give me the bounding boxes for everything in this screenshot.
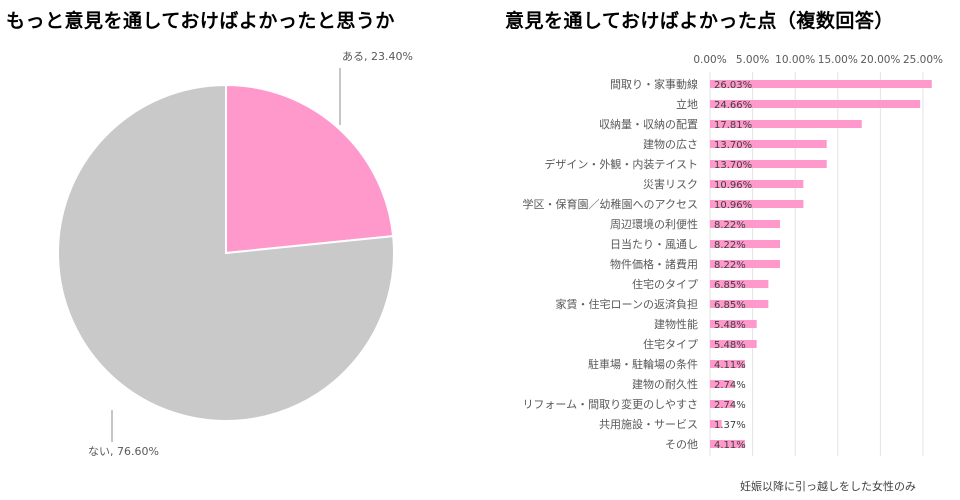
- category-label-8: 日当たり・風通し: [610, 237, 698, 251]
- category-label-4: デザイン・外観・内装テイスト: [544, 157, 698, 171]
- pie-label-1: ない, 76.60%: [88, 445, 159, 458]
- value-label-5: 10.96%: [714, 180, 752, 191]
- bar-14: [710, 360, 746, 368]
- value-label-11: 6.85%: [714, 300, 746, 311]
- pie-label-0: ある, 23.40%: [342, 50, 413, 63]
- value-label-7: 8.22%: [714, 220, 746, 231]
- category-label-12: 建物性能: [654, 317, 698, 331]
- x-tick-label-5: 25.00%: [903, 54, 943, 66]
- bar-10: [710, 280, 769, 288]
- category-label-6: 学区・保育園／幼稚園へのアクセス: [523, 197, 698, 211]
- bar-12: [710, 320, 757, 328]
- footnote: 妊娠以降に引っ越しをした女性のみ: [740, 480, 916, 493]
- bar-11: [710, 300, 769, 308]
- value-label-9: 8.22%: [714, 260, 746, 271]
- category-label-5: 災害リスク: [643, 177, 698, 191]
- category-label-9: 物件価格・諸費用: [610, 257, 698, 271]
- value-label-12: 5.48%: [714, 320, 746, 331]
- value-label-18: 4.11%: [714, 440, 746, 451]
- value-label-16: 2.74%: [714, 400, 746, 411]
- bar-4: [710, 160, 827, 168]
- bar-2: [710, 120, 862, 128]
- pie-chart: ある, 23.40% ない, 76.60%: [57, 50, 413, 458]
- category-label-10: 住宅のタイプ: [632, 277, 698, 291]
- x-tick-label-3: 15.00%: [818, 54, 858, 66]
- value-label-0: 26.03%: [714, 80, 752, 91]
- bar-chart-title: 意見を通しておけばよかった点（複数回答）: [505, 10, 894, 32]
- bar-5: [710, 180, 804, 188]
- value-label-10: 6.85%: [714, 280, 746, 291]
- value-label-6: 10.96%: [714, 200, 752, 211]
- bar-3: [710, 140, 827, 148]
- x-tick-label-4: 20.00%: [860, 54, 900, 66]
- category-label-15: 建物の耐久性: [632, 377, 698, 391]
- x-tick-label-0: 0.00%: [693, 54, 726, 66]
- value-label-1: 24.66%: [714, 100, 752, 111]
- bar-16: [710, 400, 734, 408]
- value-label-3: 13.70%: [714, 140, 752, 151]
- bar-13: [710, 340, 757, 348]
- bar-0: [710, 80, 932, 88]
- pie-slice-1: [57, 83, 395, 422]
- bar-7: [710, 220, 781, 228]
- category-label-0: 間取り・家事動線: [610, 77, 698, 91]
- category-label-11: 家賃・住宅ローンの返済負担: [556, 297, 698, 311]
- value-label-4: 13.70%: [714, 160, 752, 171]
- category-label-14: 駐車場・駐輪場の条件: [588, 357, 698, 371]
- bar-1: [710, 100, 921, 108]
- category-label-2: 収納量・収納の配置: [599, 118, 698, 131]
- category-label-1: 立地: [676, 97, 698, 111]
- value-label-13: 5.48%: [714, 340, 746, 351]
- category-label-13: 住宅タイプ: [643, 337, 698, 351]
- bar-17: [710, 420, 722, 428]
- category-label-7: 周辺環境の利便性: [610, 217, 698, 231]
- value-label-8: 8.22%: [714, 240, 746, 251]
- category-label-18: その他: [665, 438, 698, 451]
- value-label-2: 17.81%: [714, 120, 752, 131]
- bar-9: [710, 260, 781, 268]
- value-label-14: 4.11%: [714, 360, 746, 371]
- bar-18: [710, 440, 746, 448]
- category-label-17: 共用施設・サービス: [599, 417, 698, 431]
- value-label-15: 2.74%: [714, 380, 746, 391]
- x-tick-label-2: 10.00%: [775, 54, 815, 66]
- category-label-16: リフォーム・間取り変更のしやすさ: [522, 397, 698, 411]
- category-label-3: 建物の広さ: [643, 137, 698, 151]
- x-tick-label-1: 5.00%: [736, 54, 769, 66]
- pie-slice-0: [225, 83, 395, 255]
- bar-15: [710, 380, 734, 388]
- value-label-17: 1.37%: [714, 420, 746, 431]
- bar-8: [710, 240, 781, 248]
- pie-chart-title: もっと意見を通しておけばよかったと思うか: [6, 10, 395, 32]
- bar-6: [710, 200, 804, 208]
